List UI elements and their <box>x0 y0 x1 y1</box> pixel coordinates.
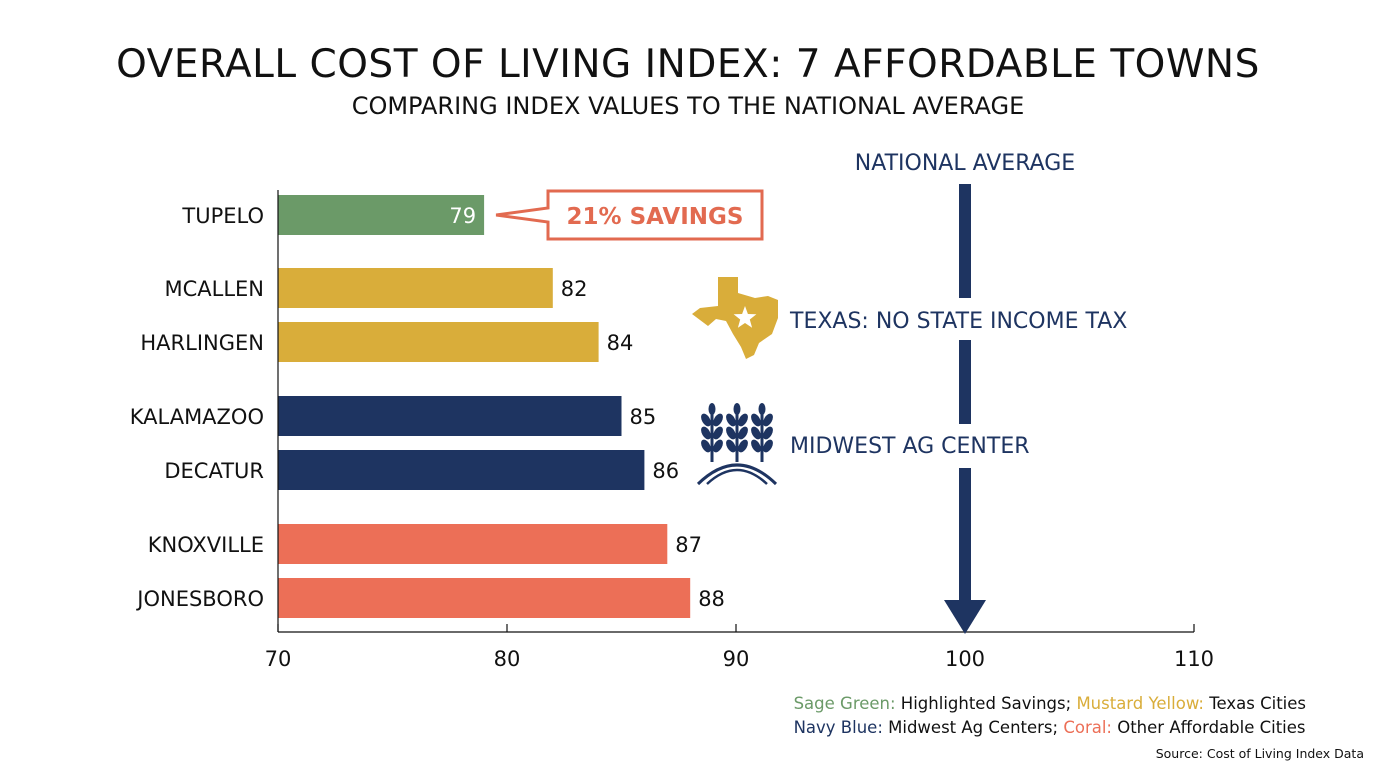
wheat-grain <box>726 413 736 427</box>
source-note: Source: Cost of Living Index Data <box>1155 746 1364 761</box>
wheat-grain <box>713 413 723 427</box>
legend-key: Sage Green: <box>793 694 896 713</box>
wheat-grain <box>758 403 766 415</box>
wheat-grain <box>751 426 761 440</box>
legend-text: Highlighted Savings; <box>895 694 1077 713</box>
value-label: 82 <box>561 277 588 301</box>
value-label: 85 <box>630 405 657 429</box>
legend: Sage Green: Highlighted Savings; Mustard… <box>794 692 1306 740</box>
wheat-grain <box>701 413 711 427</box>
category-label: DECATUR <box>164 459 264 483</box>
x-axis: 70 80 90 100 110 <box>265 190 1214 671</box>
x-tick-label: 90 <box>723 647 750 671</box>
wheat-arc <box>696 463 778 486</box>
x-tick-label: 100 <box>945 647 985 671</box>
wheat-grain <box>738 426 748 440</box>
wheat-grain <box>763 413 773 427</box>
value-label: 86 <box>652 459 679 483</box>
legend-key: Navy Blue: <box>793 718 883 737</box>
bar-tupelo <box>278 195 485 235</box>
wheat-grain <box>733 403 741 415</box>
reference-arrow-head <box>944 600 986 634</box>
chart-subtitle: COMPARING INDEX VALUES TO THE NATIONAL A… <box>351 92 1025 120</box>
legend-row: Navy Blue: Midwest Ag Centers; Coral: Ot… <box>794 716 1306 740</box>
bars-layer: TUPELO 79 MCALLEN 82 HARLINGEN 84 KALAMAZOO 85 D… <box>130 195 725 618</box>
wheat-grain <box>726 426 736 440</box>
wheat-grain <box>726 439 736 453</box>
chart-title: OVERALL COST OF LIVING INDEX: 7 AFFORDAB… <box>116 42 1260 87</box>
wheat-grain <box>751 439 761 453</box>
star-icon <box>733 306 757 328</box>
bar-jonesboro <box>278 578 691 618</box>
value-label: 79 <box>449 204 476 228</box>
wheat-grain <box>713 439 723 453</box>
wheat-grain <box>708 403 716 415</box>
bar-mcallen <box>278 268 553 308</box>
category-label: JONESBORO <box>135 587 264 611</box>
wheat-grain <box>738 413 748 427</box>
wheat-icon <box>696 403 778 486</box>
wheat-grain <box>738 439 748 453</box>
legend-row: Sage Green: Highlighted Savings; Mustard… <box>794 692 1306 716</box>
texas-shape <box>692 277 778 359</box>
legend-key: Mustard Yellow: <box>1076 694 1204 713</box>
wheat-grain <box>701 439 711 453</box>
reference-arrow-shaft <box>959 468 971 602</box>
annotations-layer: 21% SAVINGS TEXAS: NO STATE INCOME TAX MID… <box>495 189 1127 486</box>
category-label: HARLINGEN <box>140 331 264 355</box>
category-label: KALAMAZOO <box>130 405 264 429</box>
national-average-reference: NATIONAL AVERAGE <box>855 151 1075 634</box>
wheat-grain <box>763 439 773 453</box>
wheat-grain <box>751 413 761 427</box>
value-label: 84 <box>607 331 634 355</box>
texas-annotation-text: TEXAS: NO STATE INCOME TAX <box>789 309 1127 334</box>
callout-text: 21% SAVINGS <box>567 204 744 230</box>
wheat-grain <box>713 426 723 440</box>
reference-label: NATIONAL AVERAGE <box>855 151 1075 176</box>
bar-chart: TUPELO 79 MCALLEN 82 HARLINGEN 84 KALAMAZOO 85 D… <box>130 151 1214 671</box>
wheat-grain <box>763 426 773 440</box>
bar-decatur <box>278 450 645 490</box>
texas-state-icon <box>692 277 778 359</box>
savings-callout: 21% SAVINGS <box>495 189 764 241</box>
category-label: TUPELO <box>181 204 264 228</box>
wheat-grain <box>701 426 711 440</box>
category-label: KNOXVILLE <box>148 533 264 557</box>
category-label: MCALLEN <box>164 277 264 301</box>
legend-text: Texas Cities <box>1203 694 1306 713</box>
legend-text: Other Affordable Cities <box>1111 718 1306 737</box>
x-tick-label: 80 <box>494 647 521 671</box>
bar-kalamazoo <box>278 396 622 436</box>
midwest-annotation-text: MIDWEST AG CENTER <box>790 434 1030 459</box>
wheat-arc <box>706 468 768 485</box>
value-label: 87 <box>675 533 702 557</box>
x-tick-label: 110 <box>1174 647 1214 671</box>
bar-knoxville <box>278 524 668 564</box>
bar-harlingen <box>278 322 599 362</box>
x-tick-label: 70 <box>265 647 292 671</box>
legend-key: Coral: <box>1063 718 1112 737</box>
callout-box <box>495 189 764 241</box>
reference-arrow-shaft <box>959 184 971 298</box>
value-label: 88 <box>698 587 725 611</box>
legend-text: Midwest Ag Centers; <box>882 718 1064 737</box>
reference-arrow-shaft <box>959 340 971 424</box>
